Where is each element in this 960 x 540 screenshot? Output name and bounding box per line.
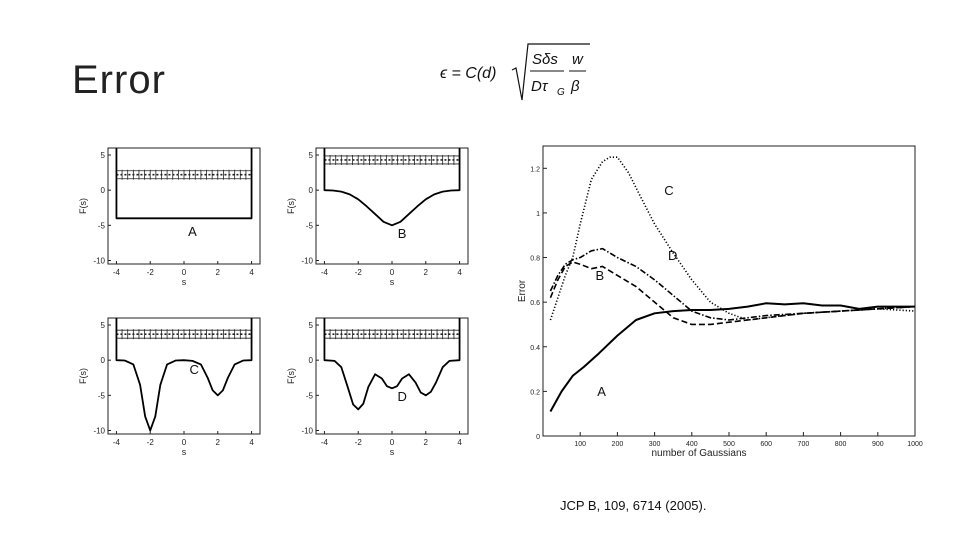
y-axis-label: F(s) — [286, 368, 296, 384]
x-tick-label: 4 — [249, 268, 254, 277]
x-tick-label: 300 — [649, 441, 661, 448]
y-tick-label: -10 — [93, 426, 105, 435]
x-tick-label: 0 — [182, 268, 187, 277]
x-tick-label: 0 — [182, 438, 187, 447]
x-tick-label: -4 — [113, 268, 121, 277]
citation: JCP B, 109, 6714 (2005). — [560, 498, 706, 513]
x-axis-label: s — [182, 447, 187, 457]
potential-panel-b: -4 -2 0 2 4 5 0 -5 -10 s F(s) B — [280, 140, 480, 300]
y-tick-label: 5 — [101, 321, 106, 330]
y-axis-label: Error — [517, 279, 528, 302]
y-tick-label: 1 — [536, 211, 540, 218]
x-tick-label: 900 — [872, 441, 884, 448]
x-tick-label: 2 — [424, 268, 429, 277]
x-tick-label: 4 — [457, 268, 462, 277]
x-tick-label: 2 — [424, 438, 429, 447]
y-tick-label: -10 — [93, 256, 105, 265]
x-tick-label: 500 — [723, 441, 735, 448]
formula-den-sub: G — [557, 87, 565, 98]
y-tick-label: 0 — [101, 186, 106, 195]
y-tick-label: 0 — [309, 186, 314, 195]
x-tick-label: -4 — [321, 268, 329, 277]
x-tick-label: 4 — [249, 438, 254, 447]
panel-label: D — [397, 389, 406, 404]
x-tick-label: 0 — [390, 438, 395, 447]
formula-beta: β — [570, 78, 580, 95]
x-tick-label: 2 — [216, 438, 221, 447]
x-tick-label: -4 — [113, 438, 121, 447]
x-tick-label: 200 — [612, 441, 624, 448]
x-tick-label: -2 — [147, 438, 155, 447]
x-tick-label: 4 — [457, 438, 462, 447]
panel-label: B — [398, 226, 407, 241]
y-tick-label: 1.2 — [530, 166, 540, 173]
y-tick-label: 0 — [309, 356, 314, 365]
error-vs-gaussians-chart: 100 200 300 400 500 600 700 800 900 1000 0 0.2 0.4 0.… — [513, 140, 925, 458]
y-axis-label: F(s) — [286, 198, 296, 214]
series-annotation: A — [597, 384, 606, 399]
x-axis-label: s — [390, 277, 395, 287]
slide-title: Error — [72, 58, 166, 103]
plot-frame — [316, 148, 468, 264]
x-tick-label: 2 — [216, 268, 221, 277]
x-tick-label: 800 — [835, 441, 847, 448]
y-tick-label: -5 — [98, 221, 106, 230]
y-tick-label: 0.2 — [530, 389, 540, 396]
y-tick-label: 5 — [309, 321, 314, 330]
x-axis-label: s — [182, 277, 187, 287]
series-line-b — [550, 262, 915, 324]
potential-panel-d: -4 -2 0 2 4 5 0 -5 -10 s F(s) D — [280, 310, 480, 470]
x-tick-label: 1000 — [907, 441, 923, 448]
error-formula: ϵ = C(d) Sδs Dτ G w β — [440, 40, 590, 110]
x-tick-label: -2 — [355, 438, 363, 447]
panel-label: C — [189, 362, 198, 377]
formula-lhs: ϵ = C(d) — [440, 65, 496, 82]
plot-frame — [108, 148, 260, 264]
y-tick-label: 5 — [101, 151, 106, 160]
x-axis-label: s — [390, 447, 395, 457]
y-axis-label: F(s) — [78, 198, 88, 214]
x-axis-label: number of Gaussians — [651, 448, 746, 458]
x-tick-label: 400 — [686, 441, 698, 448]
series-annotation: B — [595, 268, 604, 283]
series-annotation: C — [664, 183, 673, 198]
series-line-c — [550, 157, 915, 320]
y-tick-label: -5 — [306, 391, 314, 400]
potential-curve — [116, 148, 251, 218]
y-tick-label: 0.8 — [530, 256, 540, 263]
x-tick-label: -4 — [321, 438, 329, 447]
x-tick-label: 100 — [574, 441, 586, 448]
potential-panel-a: -4 -2 0 2 4 5 0 -5 -10 s F(s) A — [72, 140, 272, 300]
y-axis-label: F(s) — [78, 368, 88, 384]
series-annotation: D — [668, 248, 677, 263]
formula-num: Sδs — [532, 51, 558, 68]
x-tick-label: -2 — [355, 268, 363, 277]
y-tick-label: -5 — [306, 221, 314, 230]
y-tick-label: -10 — [301, 256, 313, 265]
y-tick-label: 0.4 — [530, 345, 540, 352]
y-tick-label: 5 — [309, 151, 314, 160]
x-tick-label: 600 — [760, 441, 772, 448]
y-tick-label: 0 — [101, 356, 106, 365]
panel-label: A — [188, 224, 197, 239]
y-tick-label: 0 — [536, 434, 540, 441]
formula-w: w — [572, 51, 584, 68]
y-tick-label: -10 — [301, 426, 313, 435]
x-tick-label: 0 — [390, 268, 395, 277]
y-tick-label: 0.6 — [530, 300, 540, 307]
x-tick-label: -2 — [147, 268, 155, 277]
potential-panel-c: -4 -2 0 2 4 5 0 -5 -10 s F(s) C — [72, 310, 272, 470]
y-tick-label: -5 — [98, 391, 106, 400]
formula-den: Dτ — [531, 78, 549, 95]
x-tick-label: 700 — [798, 441, 810, 448]
